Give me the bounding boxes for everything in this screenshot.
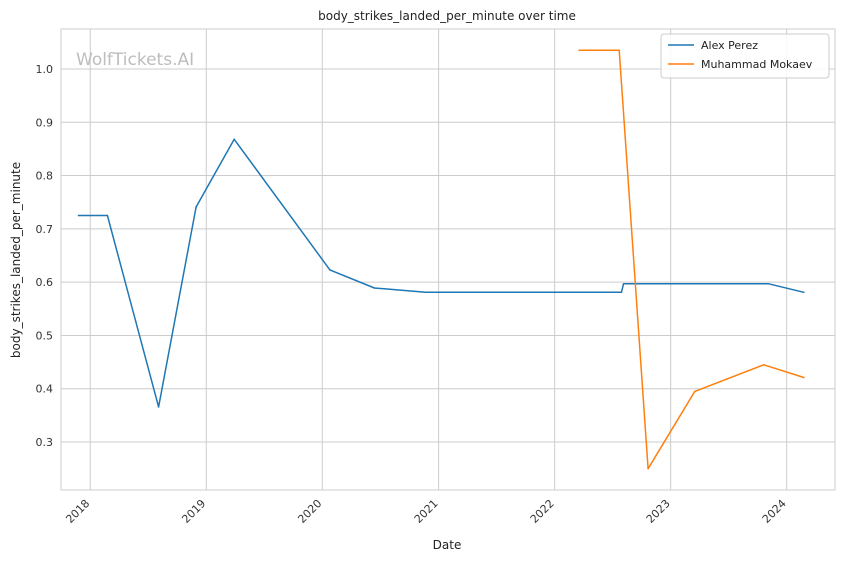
data-point: [578, 49, 580, 52]
data-point: [77, 214, 80, 217]
chart-title: body_strikes_landed_per_minute over time: [318, 9, 576, 23]
x-axis-label: Date: [433, 538, 462, 552]
data-point: [647, 467, 649, 470]
data-point: [622, 282, 625, 285]
y-tick-label: 0.6: [36, 276, 54, 289]
data-point: [803, 376, 805, 379]
data-point: [373, 287, 376, 289]
grid: [61, 29, 835, 490]
y-tick-label: 0.8: [36, 170, 54, 183]
series-layer: [77, 49, 805, 470]
legend-box: [660, 33, 830, 79]
data-point: [195, 206, 197, 208]
data-point: [157, 406, 160, 408]
y-tick-label: 0.7: [36, 223, 54, 236]
data-point: [106, 214, 109, 217]
watermark-text: WolfTickets.AI: [76, 50, 194, 70]
y-tick-label: 0.3: [36, 436, 54, 449]
legend-entry-label: Alex Perez: [701, 39, 758, 52]
y-tick-label: 0.9: [36, 116, 54, 129]
data-point: [329, 269, 331, 271]
legend: Alex Perez Muhammad Mokaev: [660, 33, 830, 79]
data-point: [618, 49, 620, 52]
series-line-alex-perez: [78, 138, 804, 408]
data-point: [762, 363, 765, 366]
y-axis-ticks: 0.3 0.4 0.5 0.6 0.7 0.8 0.9 1.0: [36, 63, 54, 449]
data-point: [694, 390, 696, 393]
plot-frame: [60, 28, 836, 491]
data-point: [767, 282, 770, 285]
y-tick-label: 0.5: [36, 329, 54, 342]
y-tick-label: 1.0: [36, 63, 54, 76]
data-point: [803, 291, 805, 294]
series-line-muhammad-mokaev: [579, 49, 805, 470]
data-point: [233, 138, 236, 141]
y-tick-label: 0.4: [36, 383, 54, 396]
legend-entry-label: Muhammad Mokaev: [701, 58, 813, 71]
y-axis-label: body_strikes_landed_per_minute: [9, 162, 23, 358]
data-point: [424, 291, 427, 294]
data-point: [620, 291, 623, 294]
